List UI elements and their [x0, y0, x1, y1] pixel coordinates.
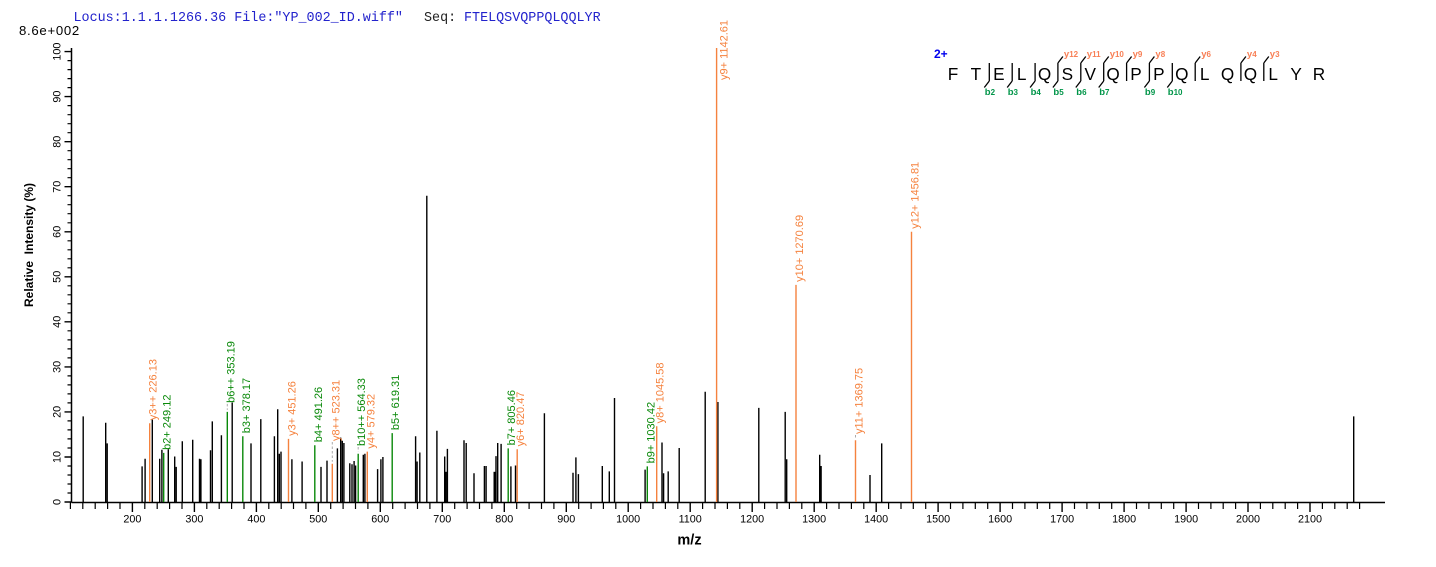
- svg-text:Seq:: Seq:: [424, 11, 456, 26]
- svg-text:600: 600: [371, 514, 389, 526]
- svg-text:80: 80: [52, 136, 64, 148]
- svg-text:40: 40: [52, 316, 64, 328]
- svg-text:V: V: [1084, 64, 1096, 84]
- svg-text:b9+ 1030.42: b9+ 1030.42: [645, 402, 657, 463]
- svg-text:700: 700: [433, 514, 451, 526]
- svg-text:Q: Q: [1106, 64, 1119, 84]
- svg-text:y12: y12: [1064, 49, 1079, 60]
- svg-text:y3: y3: [1270, 49, 1280, 60]
- svg-text:b9: b9: [1145, 87, 1156, 98]
- svg-text:y6+ 820.47: y6+ 820.47: [515, 392, 527, 447]
- svg-text:P: P: [1130, 64, 1141, 84]
- svg-text:Relative Intensity (%): Relative Intensity (%): [22, 183, 36, 307]
- svg-text:y12+ 1456.81: y12+ 1456.81: [910, 162, 922, 229]
- svg-text:b4+ 491.26: b4+ 491.26: [313, 387, 325, 442]
- svg-text:1100: 1100: [679, 514, 702, 526]
- svg-text:50: 50: [52, 271, 64, 283]
- svg-text:y8: y8: [1155, 49, 1165, 60]
- svg-text:800: 800: [495, 514, 513, 526]
- svg-text:1300: 1300: [802, 514, 826, 526]
- svg-text:b6++ 353.19: b6++ 353.19: [225, 341, 237, 403]
- svg-text:400: 400: [247, 514, 265, 526]
- svg-text:1600: 1600: [988, 514, 1012, 526]
- svg-text:y10: y10: [1110, 49, 1125, 60]
- svg-text:20: 20: [52, 406, 64, 418]
- svg-text:2100: 2100: [1298, 514, 1322, 526]
- svg-text:1000: 1000: [616, 514, 640, 526]
- svg-text:b2: b2: [985, 87, 996, 98]
- svg-text:S: S: [1062, 64, 1073, 84]
- svg-text:Y: Y: [1290, 64, 1302, 84]
- svg-text:200: 200: [123, 514, 141, 526]
- svg-text:Q: Q: [1175, 64, 1188, 84]
- svg-text:y11+ 1369.75: y11+ 1369.75: [854, 368, 866, 434]
- svg-text:b5+ 619.31: b5+ 619.31: [390, 375, 402, 430]
- svg-text:2000: 2000: [1236, 514, 1260, 526]
- svg-text:100: 100: [52, 43, 64, 61]
- svg-text:b3+ 378.17: b3+ 378.17: [241, 378, 253, 433]
- svg-text:m/z: m/z: [677, 533, 701, 549]
- svg-text:b7+ 805.46: b7+ 805.46: [506, 390, 518, 445]
- svg-text:F: F: [948, 64, 959, 84]
- svg-text:y3+ 451.26: y3+ 451.26: [287, 381, 299, 436]
- svg-text:1200: 1200: [740, 514, 764, 526]
- svg-text:b4: b4: [1031, 87, 1042, 98]
- svg-text:1500: 1500: [926, 514, 950, 526]
- svg-text:60: 60: [52, 226, 64, 238]
- svg-text:E: E: [993, 64, 1004, 84]
- svg-text:0: 0: [52, 499, 64, 505]
- svg-text:70: 70: [52, 181, 64, 193]
- svg-text:Q: Q: [1244, 64, 1257, 84]
- svg-text:y4+ 579.32: y4+ 579.32: [365, 394, 377, 449]
- svg-text:1700: 1700: [1050, 514, 1074, 526]
- svg-text:y9: y9: [1133, 49, 1143, 60]
- svg-text:y9+ 1142.61: y9+ 1142.61: [719, 20, 731, 80]
- svg-text:y10+ 1270.69: y10+ 1270.69: [794, 215, 806, 282]
- svg-text:500: 500: [309, 514, 327, 526]
- svg-text:300: 300: [185, 514, 203, 526]
- svg-text:30: 30: [52, 361, 64, 373]
- svg-text:L: L: [1017, 64, 1027, 84]
- svg-text:Locus:1.1.1.1266.36 File:"YP_0: Locus:1.1.1.1266.36 File:"YP_002_ID.wiff…: [74, 11, 403, 26]
- svg-text:b7: b7: [1099, 87, 1110, 98]
- svg-text:y3++ 226.13: y3++ 226.13: [148, 359, 160, 420]
- svg-text:b5: b5: [1053, 87, 1064, 98]
- svg-text:y4: y4: [1247, 49, 1257, 60]
- svg-text:Q: Q: [1221, 64, 1234, 84]
- svg-text:b6: b6: [1076, 87, 1087, 98]
- svg-text:b2+ 249.12: b2+ 249.12: [162, 395, 174, 450]
- svg-text:10: 10: [52, 451, 64, 463]
- svg-text:90: 90: [52, 91, 64, 103]
- svg-text:R: R: [1313, 64, 1325, 84]
- svg-text:b10: b10: [1168, 87, 1183, 98]
- svg-text:1400: 1400: [864, 514, 888, 526]
- svg-text:1900: 1900: [1174, 514, 1198, 526]
- svg-text:FTELQSVQPPQLQQLYR: FTELQSVQPPQLQQLYR: [464, 11, 601, 26]
- svg-text:L: L: [1268, 64, 1278, 84]
- svg-text:8.6e+002: 8.6e+002: [19, 23, 80, 38]
- svg-text:b3: b3: [1008, 87, 1019, 98]
- svg-text:y6: y6: [1201, 49, 1211, 60]
- svg-text:y11: y11: [1087, 49, 1101, 60]
- svg-text:Q: Q: [1038, 64, 1051, 84]
- svg-text:900: 900: [557, 514, 575, 526]
- svg-text:L: L: [1200, 64, 1210, 84]
- svg-text:b10++ 564.33: b10++ 564.33: [356, 378, 368, 446]
- svg-text:2+: 2+: [934, 47, 948, 61]
- svg-text:P: P: [1153, 64, 1164, 84]
- svg-text:y8+ 1045.58: y8+ 1045.58: [655, 362, 667, 423]
- svg-text:1800: 1800: [1112, 514, 1136, 526]
- svg-text:y8++ 523.31: y8++ 523.31: [330, 380, 342, 441]
- svg-text:T: T: [971, 64, 982, 84]
